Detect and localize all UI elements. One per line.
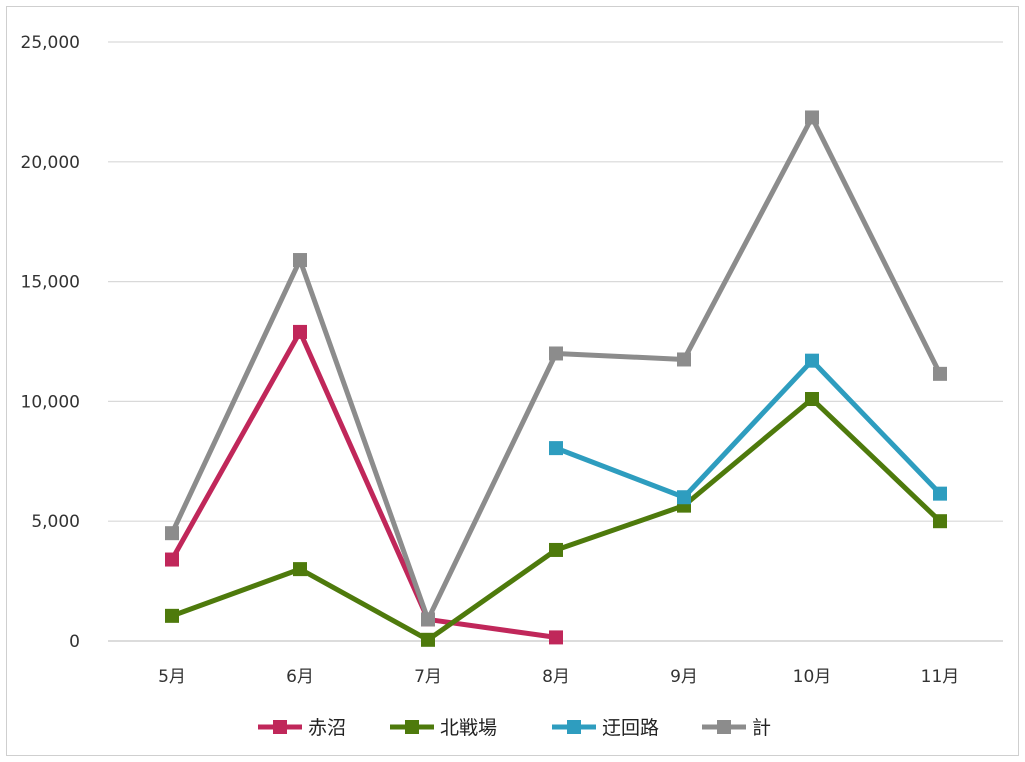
series-lines (165, 110, 947, 647)
data-point (165, 526, 179, 541)
legend-label: 赤沼 (308, 717, 346, 739)
legend: 赤沼 北戦場 迂回路 計 (258, 717, 771, 739)
data-point (549, 630, 563, 645)
y-tick-label: 15,000 (21, 273, 80, 293)
series-line (553, 358, 943, 500)
gridlines (108, 41, 1003, 642)
data-point (293, 562, 307, 577)
legend-swatch-marker (567, 720, 581, 734)
x-axis-ticks: 5月 6月 7月 8月 9月 10月 11月 (158, 667, 959, 687)
y-axis-ticks: 0 5,000 10,000 15,000 20,000 25,000 (21, 33, 80, 652)
series-1 (165, 392, 947, 647)
y-tick-label: 5,000 (31, 512, 80, 532)
y-tick-label: 10,000 (21, 392, 80, 412)
y-tick-label: 25,000 (21, 33, 80, 53)
data-point (549, 441, 563, 456)
legend-swatch-marker (717, 720, 731, 734)
x-tick-label: 7月 (414, 667, 442, 687)
x-tick-label: 9月 (670, 667, 698, 687)
data-point (805, 353, 819, 368)
x-tick-label: 5月 (158, 667, 186, 687)
series-line (169, 329, 559, 640)
x-tick-label: 11月 (921, 667, 960, 687)
x-tick-label: 10月 (793, 667, 832, 687)
data-point (421, 612, 435, 627)
legend-swatch-marker (405, 720, 419, 734)
data-point (293, 253, 307, 268)
data-point (293, 324, 307, 339)
legend-item: 赤沼 (258, 717, 346, 739)
data-point (549, 346, 563, 361)
data-point (549, 542, 563, 557)
x-tick-label: 8月 (542, 667, 570, 687)
data-point (933, 514, 947, 529)
series-2 (549, 353, 947, 505)
y-tick-label: 0 (69, 632, 80, 652)
data-point (805, 110, 819, 125)
data-point (165, 608, 179, 623)
legend-item: 北戦場 (390, 717, 497, 739)
legend-swatch-marker (273, 720, 287, 734)
data-point (421, 632, 435, 647)
x-tick-label: 6月 (286, 667, 314, 687)
data-point (933, 366, 947, 381)
series-0 (165, 324, 563, 645)
data-point (677, 490, 691, 505)
y-tick-label: 20,000 (21, 153, 80, 173)
legend-item: 迂回路 (552, 717, 659, 739)
series-3 (165, 110, 947, 627)
series-line (169, 396, 943, 643)
data-point (677, 352, 691, 367)
legend-label: 迂回路 (602, 717, 659, 739)
legend-label: 計 (752, 717, 771, 739)
data-point (805, 392, 819, 407)
legend-label: 北戦場 (440, 717, 497, 739)
data-point (933, 486, 947, 501)
data-point (165, 552, 179, 567)
legend-item: 計 (702, 717, 771, 739)
